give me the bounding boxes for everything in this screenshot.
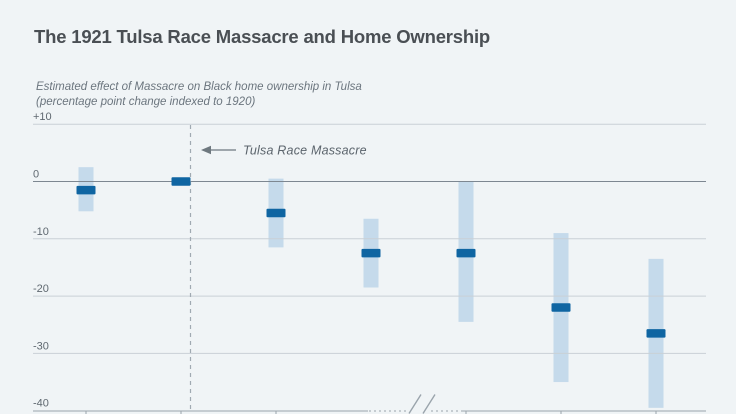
y-axis-tick-label: -20 bbox=[33, 283, 49, 295]
axis-break-slash bbox=[408, 394, 422, 414]
point-estimate-marker bbox=[171, 177, 191, 186]
gridlines-layer bbox=[33, 123, 706, 354]
annotation-label: Tulsa Race Massacre bbox=[243, 144, 367, 158]
massacre-annotation: Tulsa Race Massacre bbox=[201, 144, 367, 158]
point-estimate-marker bbox=[456, 248, 476, 258]
chart-subtitle-line2: (percentage point change indexed to 1920… bbox=[36, 96, 256, 108]
arrow-left-icon bbox=[201, 145, 236, 155]
chart-subtitle: Estimated effect of Massacre on Black ho… bbox=[36, 80, 362, 110]
y-axis-tick-label: -40 bbox=[33, 398, 49, 410]
y-axis-labels-layer: +10 0 -10 -20 -30 -40 bbox=[33, 111, 52, 410]
axis-break-slash bbox=[422, 394, 436, 414]
chart-title: The 1921 Tulsa Race Massacre and Home Ow… bbox=[34, 26, 491, 47]
y-axis-tick-label: 0 bbox=[33, 169, 39, 181]
chart-subtitle-line1: Estimated effect of Massacre on Black ho… bbox=[36, 81, 362, 93]
point-estimates-layer bbox=[76, 177, 666, 338]
y-axis-tick-label: -30 bbox=[33, 340, 49, 352]
x-axis-layer bbox=[33, 394, 706, 414]
point-estimate-marker bbox=[646, 329, 666, 338]
y-axis-tick-label: -10 bbox=[33, 226, 49, 238]
point-estimate-marker bbox=[266, 208, 286, 218]
y-axis-tick-label: +10 bbox=[33, 111, 52, 123]
point-estimate-marker bbox=[551, 303, 571, 312]
point-estimate-marker bbox=[361, 248, 381, 258]
confidence-bands-layer bbox=[78, 167, 664, 408]
point-estimate-marker bbox=[76, 185, 96, 195]
arrow-head bbox=[201, 145, 211, 155]
